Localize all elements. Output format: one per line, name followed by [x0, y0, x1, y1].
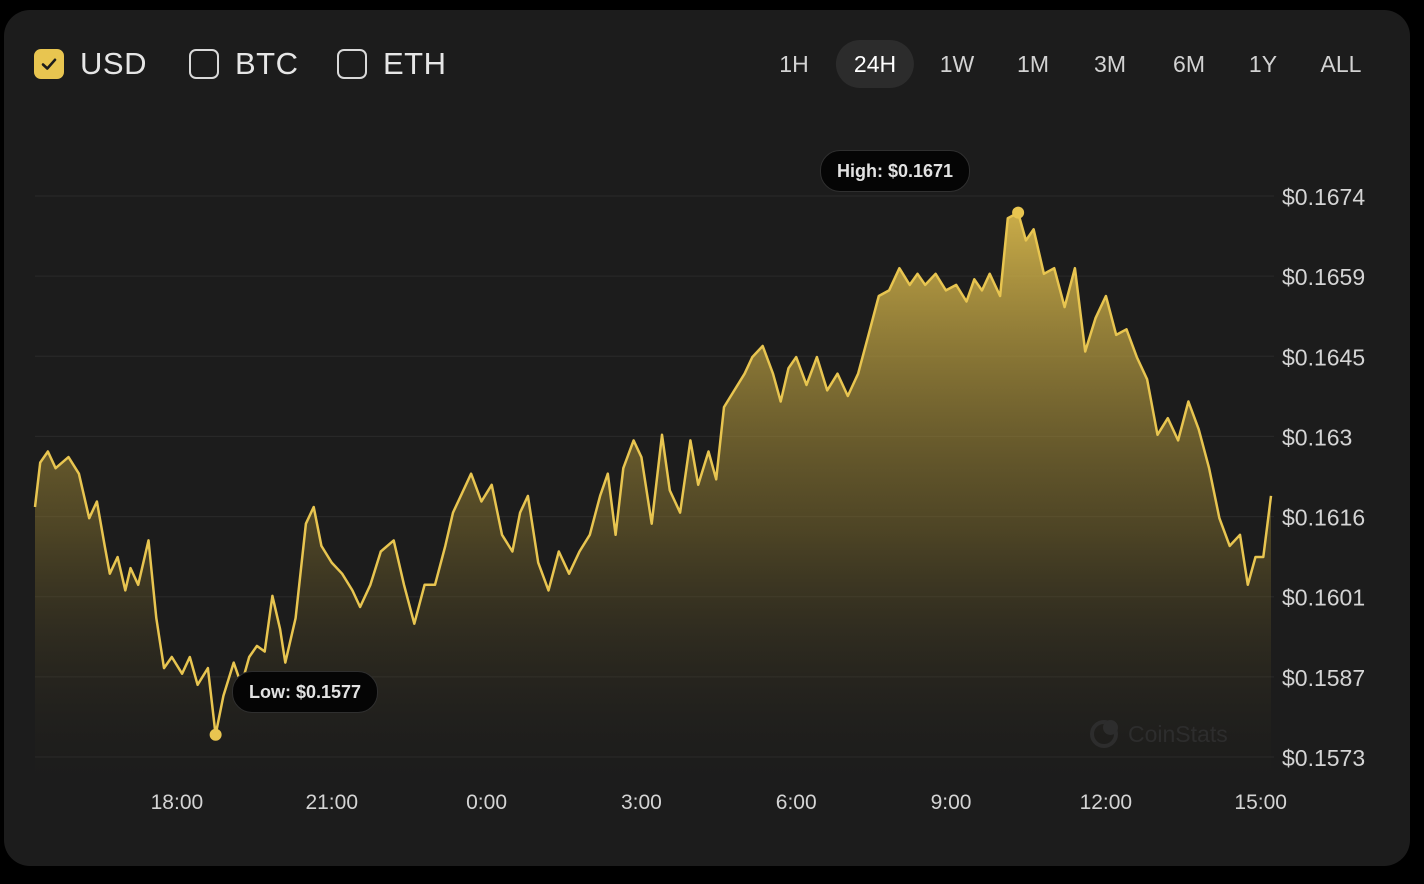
- x-tick-label: 21:00: [305, 791, 358, 814]
- x-tick-label: 6:00: [776, 791, 817, 814]
- x-tick-label: 12:00: [1080, 791, 1133, 814]
- currency-label-eth: ETH: [383, 46, 447, 81]
- price-area-chart: $0.1674 $0.1659 $0.1645 $0.163 $0.1616 $0.160…: [33, 184, 1365, 814]
- checkbox-usd[interactable]: [34, 49, 64, 79]
- currency-toggle-eth[interactable]: ETH: [337, 46, 447, 82]
- x-tick-label: 15:00: [1234, 791, 1287, 814]
- currency-label-usd: USD: [80, 46, 147, 81]
- price-line: [33, 211, 1273, 737]
- range-1w[interactable]: 1W: [939, 51, 975, 77]
- checkmark-icon: [41, 58, 57, 70]
- low-point-marker: [209, 728, 222, 741]
- range-1y[interactable]: 1Y: [1248, 51, 1278, 77]
- y-tick-label: $0.1601: [1282, 585, 1365, 611]
- price-area-fill: [35, 212, 1271, 790]
- range-all[interactable]: ALL: [1320, 51, 1362, 77]
- currency-toggle-usd[interactable]: USD: [34, 46, 147, 82]
- x-tick-label: 9:00: [931, 791, 972, 814]
- y-tick-label: $0.1659: [1282, 264, 1365, 290]
- coinstats-watermark: CoinStats: [1090, 720, 1228, 748]
- time-range-selector: 1H 24H 1W 1M 3M 6M 1Y ALL: [4, 40, 1410, 88]
- high-point-marker: [1012, 206, 1025, 219]
- low-price-tooltip: Low: $0.1577: [232, 671, 379, 713]
- coinstats-logo-icon: [1090, 720, 1118, 748]
- y-tick-label: $0.1674: [1282, 184, 1365, 210]
- range-1m[interactable]: 1M: [1017, 51, 1049, 77]
- range-1h[interactable]: 1H: [779, 51, 809, 77]
- currency-label-btc: BTC: [235, 46, 299, 81]
- currency-toggle-btc[interactable]: BTC: [189, 46, 299, 82]
- range-24h[interactable]: 24H: [835, 40, 915, 88]
- checkbox-eth[interactable]: [337, 49, 367, 79]
- x-tick-label: 0:00: [466, 791, 507, 814]
- y-tick-label: $0.1616: [1282, 505, 1365, 531]
- checkbox-btc[interactable]: [189, 49, 219, 79]
- y-tick-label: $0.1587: [1282, 665, 1365, 691]
- x-tick-label: 3:00: [621, 791, 662, 814]
- y-tick-label: $0.163: [1282, 424, 1352, 450]
- x-tick-label: 18:00: [151, 791, 204, 814]
- y-tick-label: $0.1645: [1282, 344, 1365, 370]
- high-price-tooltip: High: $0.1671: [820, 150, 971, 192]
- range-6m[interactable]: 6M: [1173, 51, 1205, 77]
- range-3m[interactable]: 3M: [1094, 51, 1126, 77]
- price-chart-panel: USD BTC ETH 1H 24H 1W 1M 3M 6M 1Y ALL $0…: [4, 10, 1410, 866]
- y-tick-label: $0.1573: [1282, 745, 1365, 771]
- watermark-text: CoinStats: [1128, 720, 1228, 747]
